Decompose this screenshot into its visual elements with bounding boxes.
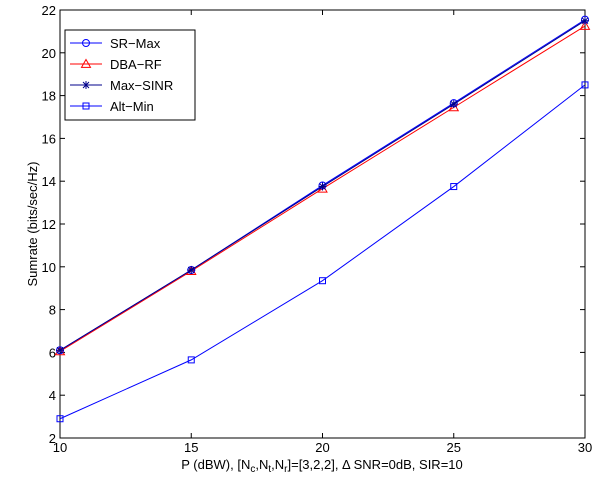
data-point-marker xyxy=(56,346,64,355)
series-2 xyxy=(56,16,589,355)
data-point-marker xyxy=(581,81,589,89)
data-point-marker xyxy=(56,415,64,423)
x-axis-label-sub-t: t xyxy=(268,464,271,475)
y-tick-label: 22 xyxy=(42,3,56,18)
legend-label: Max−SINR xyxy=(110,78,173,93)
x-tick-label: 30 xyxy=(578,440,592,455)
data-point-marker xyxy=(449,100,458,109)
axis-ticks: 10 15 20 25 30 2 4 6 8 10 12 14 16 18 20 22 xyxy=(42,3,593,455)
legend-label: DBA−RF xyxy=(110,57,162,72)
y-tick-label: 4 xyxy=(49,388,56,403)
data-point-marker xyxy=(54,345,66,356)
y-tick-label: 10 xyxy=(42,260,56,275)
data-point-marker xyxy=(450,183,458,191)
y-tick-label: 6 xyxy=(49,345,56,360)
y-tick-label: 12 xyxy=(42,217,56,232)
x-tick-label: 25 xyxy=(447,440,461,455)
series-layer xyxy=(54,15,591,423)
y-tick-label: 20 xyxy=(42,46,56,61)
data-point-marker xyxy=(579,20,591,30)
y-tick-label: 14 xyxy=(42,174,56,189)
x-tick-label: 20 xyxy=(315,440,329,455)
legend-entry: SR−Max xyxy=(70,36,161,51)
y-tick-label: 8 xyxy=(49,303,56,318)
legend-marker xyxy=(82,102,90,110)
x-axis-label-part-2: ,N xyxy=(255,457,268,472)
x-axis-label-sub-c: c xyxy=(250,464,255,475)
data-point-marker xyxy=(185,265,197,275)
data-point-marker xyxy=(187,356,195,364)
legend-marker xyxy=(82,39,90,47)
x-axis-label-part-3: ,N xyxy=(271,457,284,472)
legend-box xyxy=(64,29,196,121)
x-tick-label: 10 xyxy=(53,440,67,455)
y-axis-label: Sumrate (bits/sec/Hz) xyxy=(25,162,40,287)
legend-entry: Max−SINR xyxy=(70,78,173,93)
y-tick-label: 18 xyxy=(42,89,56,104)
legend-label: SR−Max xyxy=(110,36,161,51)
x-axis-label-part-1: P (dBW), [N xyxy=(181,457,250,472)
x-axis-label-sub-r: r xyxy=(284,464,288,475)
legend-label: Alt−Min xyxy=(110,99,154,114)
data-point-marker xyxy=(318,182,327,191)
x-axis-label: P (dBW), [Nc,Nt,Nr]=[3,2,2], Δ SNR=0dB, … xyxy=(181,457,463,475)
series-3 xyxy=(56,81,589,423)
x-axis-label-part-4: ]=[3,2,2], Δ SNR=0dB, SIR=10 xyxy=(287,457,462,472)
legend-entry: Alt−Min xyxy=(70,99,154,114)
series-line xyxy=(59,84,586,420)
x-tick-label: 15 xyxy=(184,440,198,455)
y-tick-label: 16 xyxy=(42,131,56,146)
y-tick-label: 2 xyxy=(49,431,56,446)
data-point-marker xyxy=(319,277,326,285)
data-point-marker xyxy=(581,16,589,25)
legend: SR−Max DBA−RF Max−SINR Alt−Min xyxy=(64,29,196,121)
data-point-marker xyxy=(187,266,196,275)
legend-entry: DBA−RF xyxy=(70,57,162,72)
legend-marker xyxy=(80,58,92,68)
legend-marker xyxy=(82,81,90,89)
